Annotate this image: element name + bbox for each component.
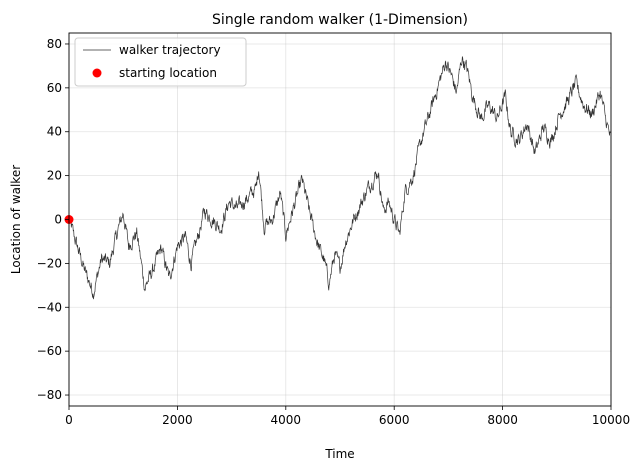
y-tick-label: 20 bbox=[47, 169, 62, 183]
x-axis-label: Time bbox=[324, 447, 354, 461]
y-tick-label: 80 bbox=[47, 37, 62, 51]
y-tick-label: −60 bbox=[37, 344, 62, 358]
y-axis-label: Location of walker bbox=[9, 165, 23, 274]
legend-label-start: starting location bbox=[119, 66, 217, 80]
legend: walker trajectory starting location bbox=[74, 37, 247, 87]
y-tick-label: 0 bbox=[54, 213, 62, 227]
legend-box bbox=[74, 37, 247, 87]
plot-area bbox=[64, 56, 611, 300]
y-tick-label: −20 bbox=[37, 256, 62, 270]
legend-marker-swatch bbox=[92, 68, 102, 78]
y-tick-label: 40 bbox=[47, 125, 62, 139]
y-tick-label: 60 bbox=[47, 81, 62, 95]
x-tick-label: 2000 bbox=[162, 413, 193, 427]
y-tick-label: −80 bbox=[37, 388, 62, 402]
x-tick-label: 4000 bbox=[271, 413, 302, 427]
x-tick-label: 0 bbox=[65, 413, 73, 427]
x-tick-label: 10000 bbox=[592, 413, 630, 427]
walker-trajectory-line bbox=[69, 56, 611, 300]
legend-label-trajectory: walker trajectory bbox=[119, 43, 221, 57]
grid-lines bbox=[68, 33, 612, 406]
x-tick-label: 8000 bbox=[487, 413, 518, 427]
chart-title: Single random walker (1-Dimension) bbox=[212, 12, 468, 28]
axis-ticks: 0 2000 4000 6000 8000 10000 −80 −60 −40 −20 0 20 40 6… bbox=[37, 37, 630, 427]
x-tick-label: 6000 bbox=[379, 413, 410, 427]
y-tick-label: −40 bbox=[37, 300, 62, 314]
